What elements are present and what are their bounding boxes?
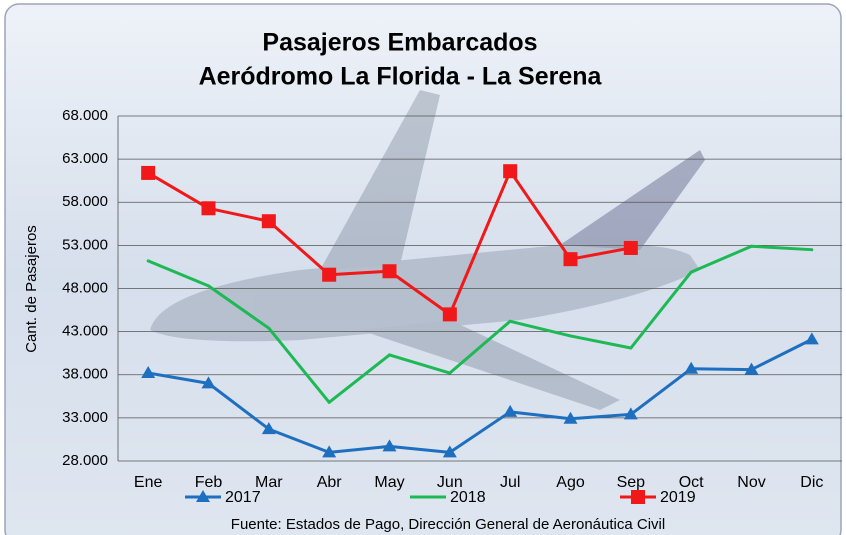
legend-marker [426,495,430,499]
x-tick-label: Nov [737,474,765,491]
data-point [503,404,518,417]
data-point [623,407,638,420]
data-point [448,371,452,375]
data-point [201,201,216,216]
series-line [147,244,812,404]
data-point [141,165,156,180]
legend-label: 2017 [225,489,261,506]
data-point [563,411,578,424]
legend-label: 2019 [660,489,696,506]
source-note: Fuente: Estados de Pago, Dirección Gener… [231,516,665,533]
x-tick-label: Sep [617,474,646,491]
y-tick-label: 33.000 [62,409,108,426]
x-tick-label: Abr [317,474,343,491]
x-tick-label: Feb [195,474,223,491]
data-point [261,422,276,435]
y-tick-label: 68.000 [62,107,108,124]
data-point [382,264,397,279]
data-point [388,353,391,357]
x-tick-label: Dic [800,474,823,491]
chart-title: Pasajeros Embarcados [262,29,537,57]
y-tick-label: 53.000 [62,236,108,253]
x-tick-label: Jun [437,474,463,491]
data-point [322,267,337,282]
data-point [569,334,572,338]
chart-subtitle: Aeródromo La Florida - La Serena [199,63,603,91]
y-tick-label: 63.000 [62,150,108,167]
x-tick-label: Ene [134,474,163,491]
x-tick-label: Oct [679,474,704,491]
data-point [267,326,271,330]
data-point [629,346,633,350]
data-point [146,259,150,263]
data-point [201,376,216,389]
legend-label: 2018 [450,489,486,506]
data-point [750,244,753,248]
data-point [442,307,457,322]
data-point [141,366,156,379]
legend-marker [196,490,210,502]
airplane-illustration [150,90,705,410]
y-axis-label: Cant. de Pasajeros [23,225,40,353]
data-point [804,332,819,345]
data-point [382,439,397,452]
x-tick-label: Mar [255,474,283,491]
data-point [689,270,693,274]
data-point [810,248,814,252]
data-point [623,240,638,255]
legend-marker [631,490,645,504]
y-tick-label: 58.000 [62,193,108,210]
y-tick-label: 28.000 [62,452,108,469]
data-point [744,362,759,375]
y-tick-label: 38.000 [62,366,108,383]
data-point [322,445,337,458]
data-point [442,445,457,458]
chart-background [4,3,842,535]
data-point [207,284,210,288]
x-tick-label: Jul [500,474,520,491]
data-point [327,400,331,404]
y-tick-label: 48.000 [62,279,108,296]
data-point [261,214,276,229]
series-line [147,338,813,454]
x-tick-label: May [374,474,404,491]
data-point [563,252,578,267]
data-point [503,164,518,179]
y-tick-label: 43.000 [62,323,108,340]
x-tick-label: Ago [556,474,585,491]
data-point [508,319,512,323]
data-point [684,361,699,374]
